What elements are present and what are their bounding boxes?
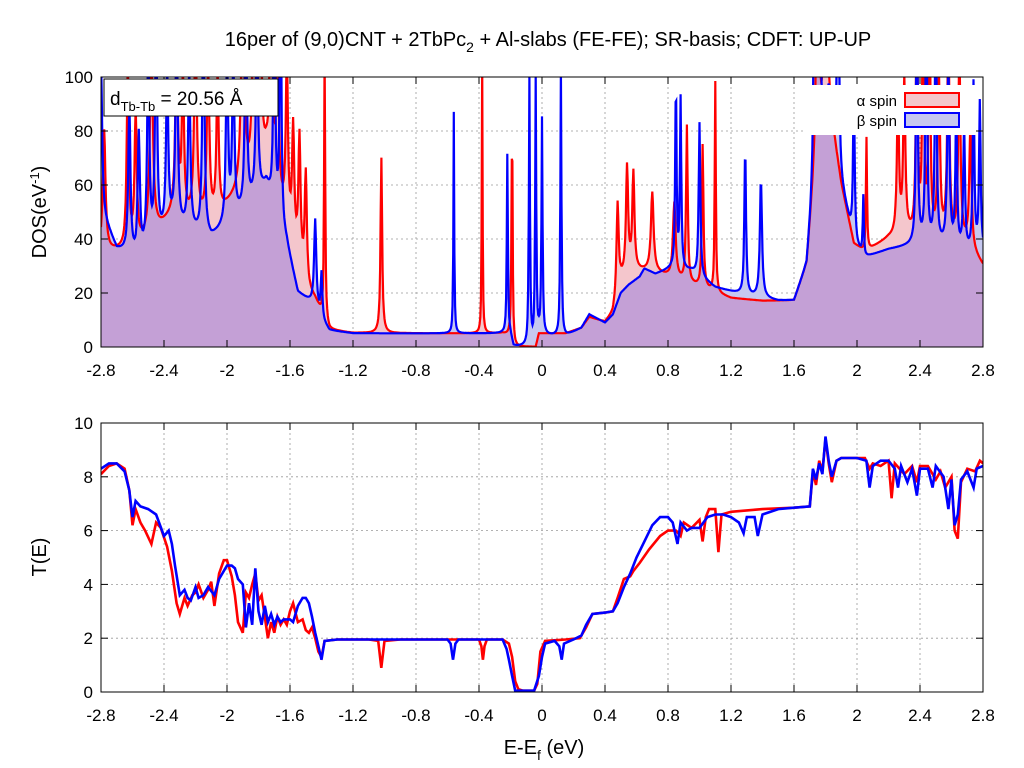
y-tick-label: 40: [74, 230, 93, 249]
y-tick-label: 0: [84, 683, 93, 702]
x-tick-label: -2.4: [149, 706, 178, 725]
dos-overlap-fill: [101, 77, 983, 347]
x-tick-label: 0.8: [656, 706, 680, 725]
x-tick-label: -1.6: [275, 361, 304, 380]
chart-title-subscript: 2: [466, 39, 474, 55]
transmission-beta-line: [101, 436, 983, 692]
x-axis-label-subscript: f: [537, 747, 541, 763]
x-tick-label: 2: [852, 361, 861, 380]
x-tick-label: 2.8: [971, 706, 995, 725]
x-tick-label: 0.4: [593, 706, 617, 725]
x-tick-label: -0.8: [401, 706, 430, 725]
transmission-panel: -2.8 -2.4 -2 -1.6 -1.2 -0.8 -0.4 0 0.4 0.8 1.2 1.6 2…: [29, 414, 995, 763]
transmission-y-label: T(E): [29, 538, 51, 577]
x-tick-label: -0.4: [464, 706, 493, 725]
x-tick-label: 2: [852, 706, 861, 725]
x-tick-label: -2.8: [86, 706, 115, 725]
dos-y-label: DOS(eV-1): [27, 166, 51, 259]
x-tick-label: 0: [537, 706, 546, 725]
x-tick-label: 0.8: [656, 361, 680, 380]
x-tick-label: 0.4: [593, 361, 617, 380]
legend-swatch-alpha: [904, 92, 960, 108]
x-tick-label: 2.4: [908, 361, 932, 380]
x-tick-label: 1.6: [782, 361, 806, 380]
y-tick-label: 8: [84, 468, 93, 487]
dos-y-label-superscript: -1: [27, 172, 42, 184]
x-tick-label: 1.2: [719, 361, 743, 380]
x-tick-label: 1.6: [782, 706, 806, 725]
x-tick-label: -2.4: [149, 361, 178, 380]
x-tick-label: -2: [219, 361, 234, 380]
y-tick-label: 2: [84, 629, 93, 648]
x-axis-label: E-Ef (eV): [504, 737, 585, 763]
x-tick-label: 2.8: [971, 361, 995, 380]
annotation-box: dTb-Tb = 20.56 Å: [103, 78, 279, 117]
transmission-ticks: -2.8 -2.4 -2 -1.6 -1.2 -0.8 -0.4 0 0.4 0.8 1.2 1.6 2…: [74, 414, 995, 725]
legend-swatch-beta: [904, 112, 960, 128]
x-tick-label: -0.8: [401, 361, 430, 380]
y-tick-label: 100: [65, 68, 93, 87]
x-tick-label: 2.4: [908, 706, 932, 725]
legend-label-alpha: α spin: [857, 93, 897, 110]
y-tick-label: 10: [74, 414, 93, 433]
legend: α spin β spin: [806, 85, 976, 135]
y-tick-label: 4: [84, 575, 93, 594]
x-tick-label: 0: [537, 361, 546, 380]
x-tick-label: -2.8: [86, 361, 115, 380]
y-tick-label: 20: [74, 284, 93, 303]
dos-panel: -2.8 -2.4 -2 -1.6 -1.2 -0.8 -0.4 0 0.4 0.8 1.2 1.6 2…: [27, 68, 995, 380]
y-tick-label: 80: [74, 122, 93, 141]
transmission-grid: [101, 423, 983, 692]
y-tick-label: 0: [84, 338, 93, 357]
legend-label-beta: β spin: [857, 113, 897, 130]
chart-title: 16per of (9,0)CNT + 2TbPc2 + Al-slabs (F…: [225, 29, 871, 55]
x-tick-label: -1.2: [338, 361, 367, 380]
annotation-distance: dTb-Tb = 20.56 Å: [110, 89, 243, 114]
x-tick-label: -1.6: [275, 706, 304, 725]
x-tick-label: -0.4: [464, 361, 493, 380]
annotation-subscript: Tb-Tb: [121, 99, 156, 114]
y-tick-label: 60: [74, 176, 93, 195]
x-tick-label: -2: [219, 706, 234, 725]
y-tick-label: 6: [84, 522, 93, 541]
x-tick-label: 1.2: [719, 706, 743, 725]
dos-ticks: -2.8 -2.4 -2 -1.6 -1.2 -0.8 -0.4 0 0.4 0.8 1.2 1.6 2…: [65, 68, 995, 380]
x-tick-label: -1.2: [338, 706, 367, 725]
